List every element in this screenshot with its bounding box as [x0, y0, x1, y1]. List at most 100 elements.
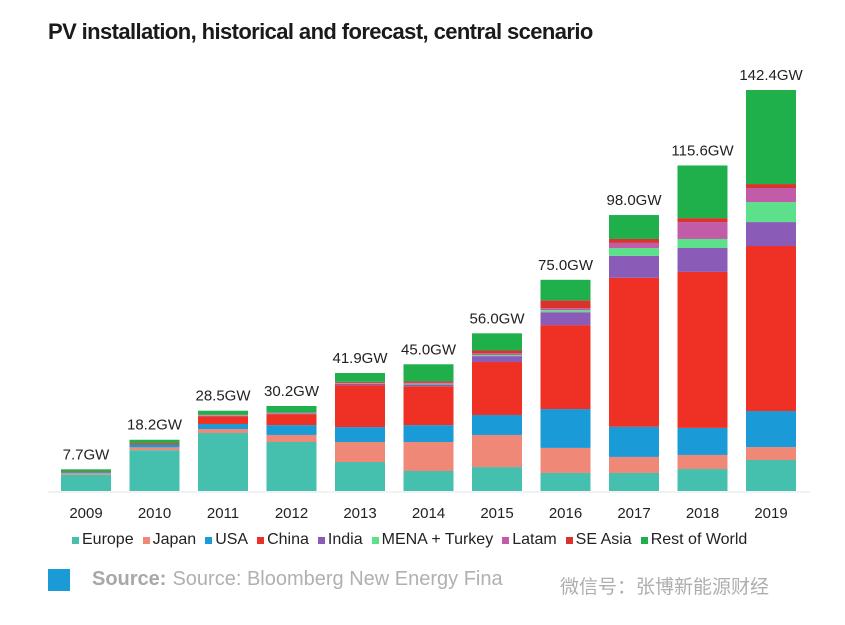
bar-segment-china-2016	[540, 325, 591, 410]
legend-label: Latam	[512, 531, 557, 548]
bar-segment-china-2012	[266, 414, 317, 426]
bar-segment-usa-2018	[677, 427, 728, 455]
bar-segment-latam-2015	[472, 353, 522, 355]
source-row: Source: Source: Bloomberg New Energy Fin…	[48, 568, 503, 591]
legend-item: MENA + Turkey	[371, 531, 494, 549]
chart-title: PV installation, historical and forecast…	[48, 19, 593, 44]
bar-segment-china-2013	[335, 385, 385, 428]
legend-item: Japan	[142, 531, 196, 549]
bar-segment-japan-2013	[335, 442, 385, 462]
legend-swatch-icon	[142, 536, 150, 544]
bar-segment-usa-2011	[198, 423, 248, 430]
bar-segment-europe-2019	[746, 460, 796, 491]
bar-segment-europe-2016	[540, 472, 591, 491]
total-label: 56.0GW	[469, 310, 525, 327]
bar-segment-india-2011	[198, 415, 248, 417]
bar-segment-usa-2016	[540, 409, 591, 448]
bar-segment-rest-of-world-2011	[198, 410, 248, 415]
bar-segment-india-2016	[540, 312, 591, 326]
bar-segment-rest-of-world-2015	[472, 333, 522, 351]
bar-segment-rest-of-world-2016	[540, 279, 591, 301]
bar-segment-india-2017	[609, 255, 659, 278]
legend-label: MENA + Turkey	[381, 531, 494, 548]
bar-segment-usa-2013	[335, 427, 385, 443]
x-tick-label: 2017	[617, 505, 650, 522]
bar-segment-se-asia-2015	[472, 350, 522, 354]
legend-swatch-icon	[257, 536, 265, 544]
bar-segment-se-asia-2013	[335, 381, 385, 383]
bar-segment-usa-2019	[746, 411, 796, 448]
x-tick-label: 2019	[754, 505, 787, 522]
source-text: Source: Bloomberg New Energy Fina	[172, 568, 503, 590]
bar-segment-europe-2014	[403, 471, 454, 491]
bar-segment-europe-2010	[129, 450, 180, 491]
bar-segment-europe-2009	[61, 474, 111, 491]
total-label: 7.7GW	[63, 446, 111, 463]
bar-segment-mena-turkey-2016	[540, 310, 591, 313]
bar-segment-india-2012	[266, 413, 317, 415]
x-tick-label: 2012	[275, 505, 308, 522]
total-label: 28.5GW	[195, 388, 251, 405]
bar-segment-japan-2009	[61, 473, 111, 475]
legend-item: USA	[205, 531, 248, 549]
bar-segment-se-asia-2016	[540, 300, 591, 309]
bar-segment-japan-2014	[403, 442, 454, 472]
bar-segment-india-2014	[403, 384, 454, 387]
total-label: 18.2GW	[127, 417, 183, 434]
bar-segment-japan-2010	[129, 447, 180, 451]
total-label: 115.6GW	[671, 142, 734, 159]
bar-segment-japan-2012	[266, 434, 317, 443]
bar-segment-latam-2013	[335, 382, 385, 384]
legend-label: Europe	[82, 531, 134, 548]
bar-segment-europe-2017	[609, 472, 659, 491]
x-tick-label: 2010	[138, 505, 171, 522]
bar-segment-japan-2019	[746, 447, 796, 461]
bar-segment-china-2009	[61, 471, 111, 473]
legend-swatch-icon	[72, 536, 79, 544]
legend: Europe Japan USA China India MENA + Turkey Lat…	[72, 531, 747, 549]
legend-swatch-icon	[317, 536, 325, 544]
total-label: 41.9GW	[332, 350, 388, 367]
bar-segment-mena-turkey-2014	[403, 383, 454, 385]
legend-label: Rest of World	[650, 531, 748, 548]
bar-segment-latam-2016	[540, 308, 591, 311]
bar-segment-mena-turkey-2017	[609, 247, 659, 256]
legend-label: SE Asia	[575, 531, 632, 548]
total-label: 142.4GW	[739, 67, 803, 84]
bar-segment-mena-turkey-2013	[335, 383, 385, 384]
legend-swatch-icon	[565, 536, 573, 544]
legend-swatch-icon	[205, 536, 213, 544]
bar-segment-rest-of-world-2009	[61, 469, 111, 472]
bar-segment-china-2015	[472, 362, 522, 415]
bar-segment-se-asia-2018	[677, 218, 728, 223]
bar-segment-china-2010	[129, 443, 180, 445]
bar-segment-japan-2015	[472, 434, 522, 468]
bar-segment-japan-2018	[677, 454, 728, 470]
bar-segment-china-2018	[677, 271, 728, 428]
total-label: 30.2GW	[264, 383, 320, 400]
x-tick-label: 2011	[207, 505, 239, 522]
legend-swatch-icon	[371, 536, 379, 544]
source-label: Source:	[92, 568, 167, 590]
bar-segment-china-2014	[403, 386, 454, 426]
bar-segment-rest-of-world-2012	[266, 405, 317, 413]
bar-segment-rest-of-world-2010	[129, 439, 180, 444]
x-tick-label: 2018	[686, 505, 719, 522]
legend-swatch-icon	[502, 536, 510, 544]
bar-segment-se-asia-2017	[609, 238, 659, 243]
x-tick-label: 2015	[480, 505, 513, 522]
total-label: 75.0GW	[538, 257, 594, 274]
bar-segment-se-asia-2014	[403, 381, 454, 383]
x-tick-label: 2014	[412, 505, 445, 522]
bar-segment-india-2019	[746, 222, 796, 247]
bar-segment-mena-turkey-2019	[746, 202, 796, 223]
legend-item: Rest of World	[640, 531, 748, 549]
legend-item: China	[257, 531, 309, 549]
bar-segment-india-2018	[677, 247, 728, 272]
bar-segment-rest-of-world-2013	[335, 373, 385, 382]
legend-item: SE Asia	[565, 531, 632, 549]
bar-segment-mena-turkey-2018	[677, 238, 728, 248]
legend-label: USA	[215, 531, 249, 548]
bar-segment-europe-2013	[335, 461, 385, 491]
bar-segment-india-2013	[335, 383, 385, 386]
